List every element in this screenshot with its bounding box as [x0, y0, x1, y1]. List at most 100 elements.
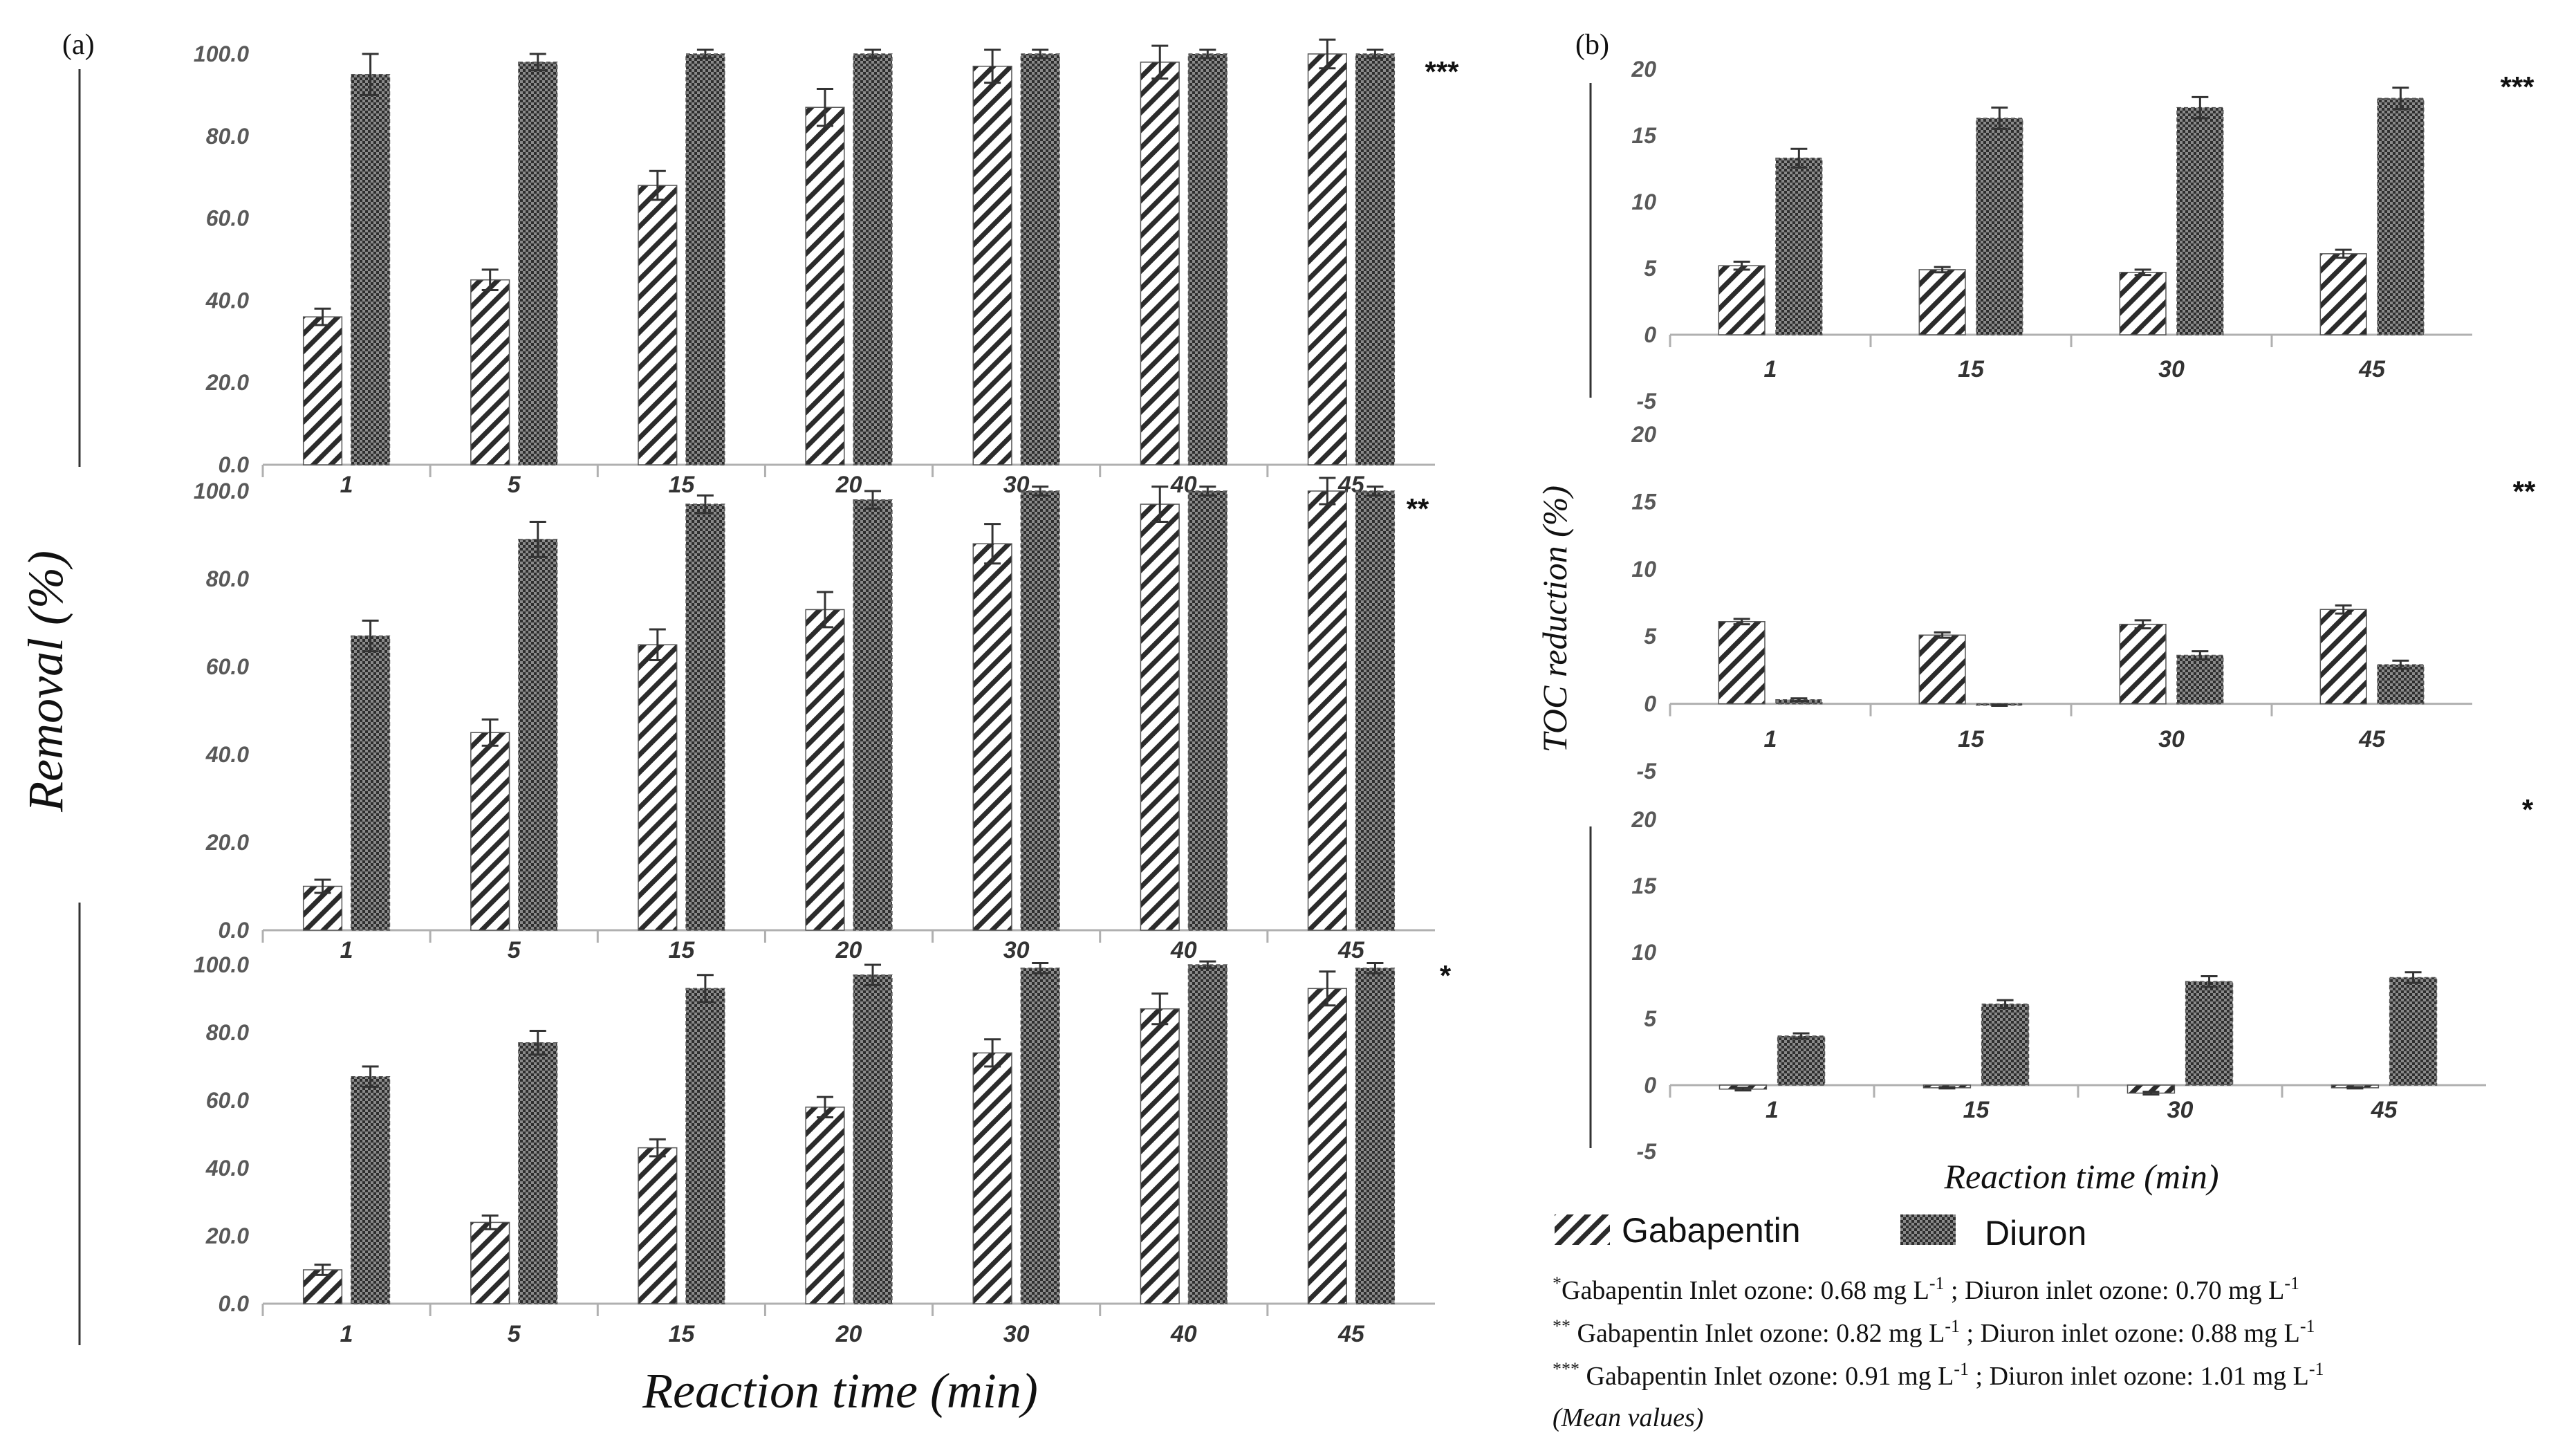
y-tick-label: 20 — [1631, 57, 1656, 82]
x-category-label: 30 — [2158, 356, 2185, 382]
bar-diuron — [1020, 490, 1060, 931]
y-tick-label: 20.0 — [205, 830, 249, 855]
x-category-label: 20 — [835, 472, 862, 498]
y-tick-label: 100.0 — [194, 479, 249, 503]
bar-gabapentin — [1918, 634, 1966, 705]
y-tick-label: 20.0 — [205, 1223, 249, 1248]
y-tick-label: 80.0 — [206, 124, 249, 149]
bar-gabapentin — [2119, 623, 2167, 705]
bar-gabapentin — [1307, 490, 1347, 931]
x-axis-title-reaction-time-b: Reaction time (min) — [1943, 1157, 2218, 1196]
bar-gabapentin — [805, 609, 845, 931]
ozone-level-marker: *** — [1425, 55, 1459, 88]
y-tick-label: 0 — [1644, 692, 1656, 717]
footnote-high-ozone-mark: *** — [1553, 1359, 1579, 1379]
bar-diuron — [2389, 977, 2438, 1086]
bar-diuron — [518, 539, 558, 931]
y-tick-label: 40.0 — [205, 1156, 249, 1181]
bar-gabapentin — [470, 732, 510, 931]
bar-gabapentin — [805, 107, 845, 465]
bar-diuron — [1777, 1035, 1826, 1086]
legend: Gabapentin Diuron — [1555, 1211, 2086, 1253]
y-tick-label: 100.0 — [194, 41, 249, 66]
y-tick-label: 10 — [1631, 557, 1656, 582]
footnote-mid-ozone-text1: Gabapentin Inlet ozone: 0.82 mg L — [1570, 1319, 1945, 1348]
chart-toc-mid-ozone: -5 0 5 10 15 20 1 15 30 45 ** — [1631, 422, 2536, 784]
x-category-label: 45 — [1337, 1321, 1365, 1347]
y-tick-label: 15 — [1631, 874, 1657, 898]
x-category-label: 40 — [1170, 937, 1197, 963]
x-category-label: 45 — [1337, 937, 1365, 963]
bar-gabapentin — [470, 279, 510, 465]
panel-label-a: (a) — [62, 29, 95, 61]
bar-gabapentin — [2319, 609, 2367, 705]
footnote-mid-ozone-sup2: -1 — [2300, 1316, 2315, 1336]
y-tick-label: 60.0 — [206, 1088, 249, 1113]
y-tick-label: 80.0 — [206, 1020, 249, 1045]
ozone-level-marker: *** — [2500, 71, 2535, 103]
bar-gabapentin — [972, 1052, 1012, 1304]
y-tick-label: 15 — [1631, 123, 1657, 148]
bar-diuron — [1775, 157, 1823, 335]
x-category-label: 15 — [668, 1321, 695, 1347]
bar-diuron — [685, 53, 725, 465]
x-category-label: 45 — [2358, 356, 2386, 382]
x-category-label: 1 — [1764, 356, 1777, 382]
bar-diuron — [2185, 981, 2234, 1086]
x-category-label: 1 — [340, 937, 353, 963]
x-category-label: 1 — [1764, 726, 1777, 752]
bar-diuron — [685, 988, 725, 1304]
x-category-label: 30 — [1003, 937, 1030, 963]
x-category-label: 5 — [508, 472, 521, 498]
bar-gabapentin — [638, 1147, 678, 1304]
footnote-high-ozone-text2: ; Diuron inlet ozone: 1.01 mg L — [1969, 1362, 2309, 1391]
footnote-low-ozone-text1: Gabapentin Inlet ozone: 0.68 mg L — [1562, 1276, 1929, 1305]
footnote-mid-ozone-sup1: -1 — [1945, 1316, 1960, 1336]
x-category-label: 15 — [668, 937, 695, 963]
bar-diuron — [2176, 107, 2224, 335]
y-tick-label: 0.0 — [219, 452, 250, 477]
bar-diuron — [1355, 53, 1396, 465]
bar-diuron — [2176, 654, 2224, 705]
ozone-level-marker: * — [1440, 959, 1452, 992]
footnote-low-ozone: *Gabapentin Inlet ozone: 0.68 mg L-1 ; D… — [1553, 1273, 2299, 1305]
legend-swatch-gabapentin — [1555, 1214, 1610, 1245]
bar-diuron — [1981, 1004, 2030, 1086]
y-tick-label: 0.0 — [219, 918, 250, 943]
x-category-label: 20 — [835, 1321, 862, 1347]
y-tick-label: 80.0 — [206, 566, 249, 591]
bar-gabapentin — [972, 543, 1012, 931]
bar-gabapentin — [1140, 62, 1180, 465]
bar-diuron — [853, 499, 893, 931]
x-category-label: 30 — [2158, 726, 2185, 752]
footnote-low-ozone-text2: ; Diuron inlet ozone: 0.70 mg L — [1945, 1276, 2285, 1305]
ozone-level-marker: * — [2522, 793, 2534, 826]
bar-diuron — [853, 53, 893, 465]
y-tick-label: 40.0 — [205, 288, 249, 313]
bar-diuron — [1187, 964, 1227, 1304]
bar-diuron — [685, 503, 725, 931]
x-category-label: 30 — [2167, 1097, 2194, 1123]
y-tick-label: -5 — [1637, 1139, 1658, 1164]
y-tick-label: 60.0 — [206, 654, 249, 679]
bar-diuron — [1187, 53, 1227, 465]
bar-gabapentin — [1718, 621, 1766, 705]
y-tick-label: 10 — [1631, 190, 1656, 214]
ozone-level-marker: ** — [2513, 475, 2536, 508]
footnote-high-ozone: *** Gabapentin Inlet ozone: 0.91 mg L-1 … — [1553, 1359, 2324, 1391]
footnote-mid-ozone: ** Gabapentin Inlet ozone: 0.82 mg L-1 ;… — [1553, 1316, 2315, 1348]
bar-diuron — [853, 974, 893, 1304]
bar-gabapentin — [638, 185, 678, 465]
bar-diuron — [351, 1075, 391, 1304]
legend-label-diuron: Diuron — [1985, 1214, 2086, 1253]
y-tick-label: 5 — [1644, 624, 1657, 649]
y-tick-label: 0.0 — [219, 1291, 250, 1316]
bar-diuron — [518, 1042, 558, 1304]
bar-gabapentin — [302, 316, 343, 465]
y-tick-label: 5 — [1644, 256, 1657, 281]
bar-diuron — [1187, 490, 1227, 931]
